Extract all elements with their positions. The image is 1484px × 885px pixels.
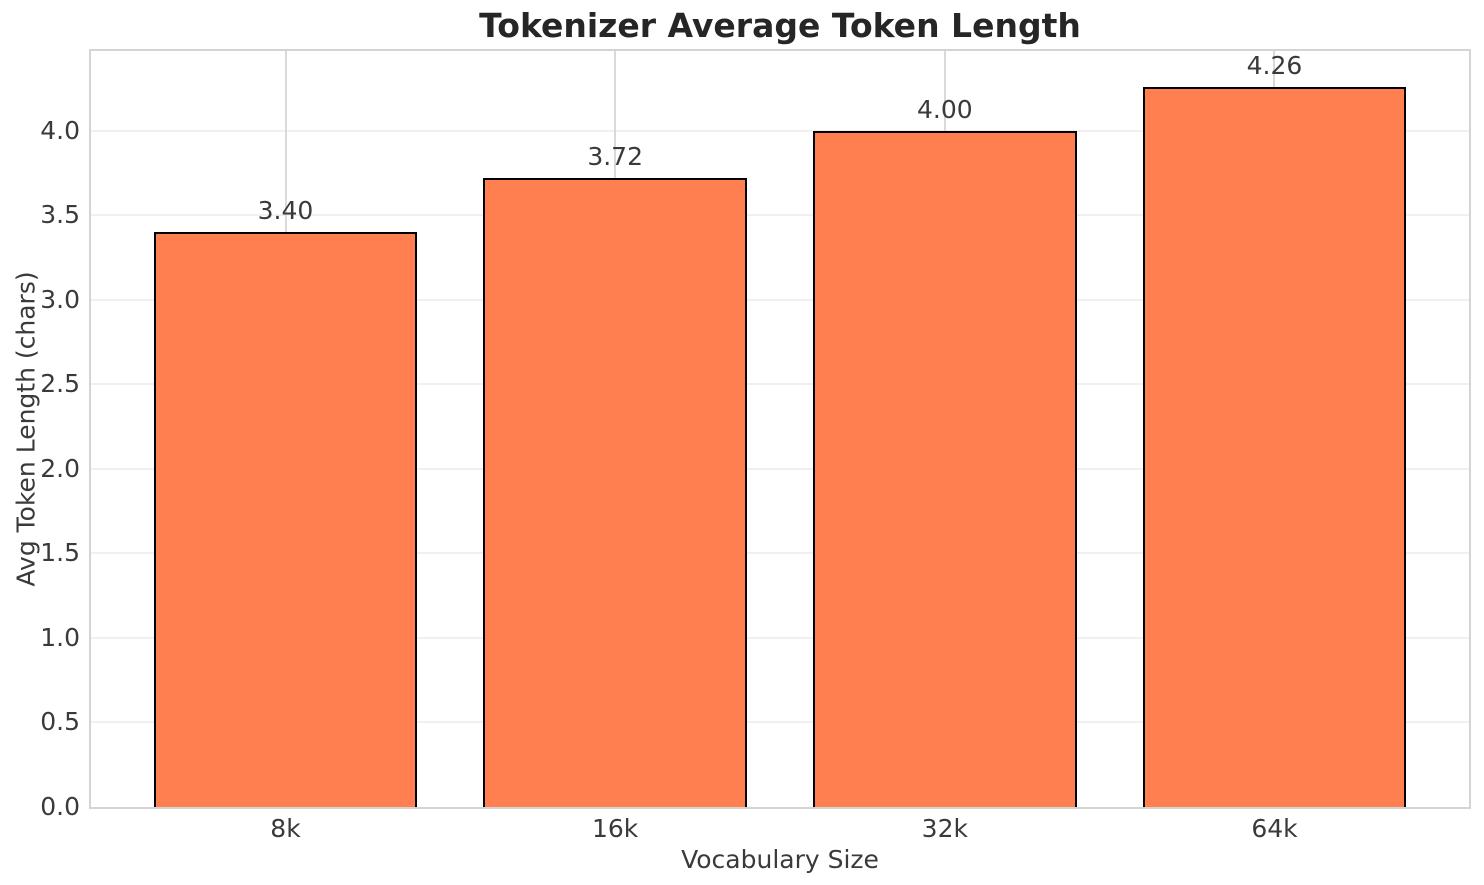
gridline-horizontal: [91, 636, 1469, 639]
y-tick-label: 0.0: [40, 792, 80, 821]
x-axis-label: Vocabulary Size: [681, 845, 879, 874]
bar-8k: [153, 232, 418, 807]
y-tick-label: 2.5: [40, 369, 80, 399]
bar-value-label: 4.00: [916, 94, 973, 124]
y-tick-label: 2.0: [40, 453, 80, 483]
x-tick-label: 32k: [921, 814, 968, 843]
y-tick-label: 3.5: [40, 200, 80, 230]
y-tick-label: 0.5: [40, 707, 80, 737]
y-tick-label: 1.0: [40, 622, 80, 652]
gridline-horizontal: [91, 298, 1469, 301]
gridline-horizontal: [91, 721, 1469, 724]
x-tick-label: 64k: [1251, 814, 1298, 843]
y-tick-label: 4.0: [40, 115, 80, 145]
x-tick-label: 8k: [270, 814, 301, 843]
x-tick-label: 16k: [592, 814, 639, 843]
y-tick-label: 1.5: [40, 538, 80, 568]
y-tick-label: 3.0: [40, 284, 80, 314]
gridline-horizontal: [91, 214, 1469, 217]
bar-value-label: 3.72: [587, 142, 643, 172]
chart-title: Tokenizer Average Token Length: [479, 6, 1081, 45]
gridline-horizontal: [91, 467, 1469, 470]
bar-16k: [483, 178, 748, 807]
bar-32k: [812, 130, 1077, 807]
bar-64k: [1142, 87, 1407, 807]
gridline-horizontal: [91, 383, 1469, 386]
plot-area: 3.40 3.72 4.00 4.26: [89, 49, 1471, 809]
bar-value-label: 3.40: [257, 196, 314, 226]
bar-value-label: 4.26: [1246, 51, 1303, 80]
gridline-horizontal: [91, 129, 1469, 132]
gridline-horizontal: [91, 552, 1469, 555]
